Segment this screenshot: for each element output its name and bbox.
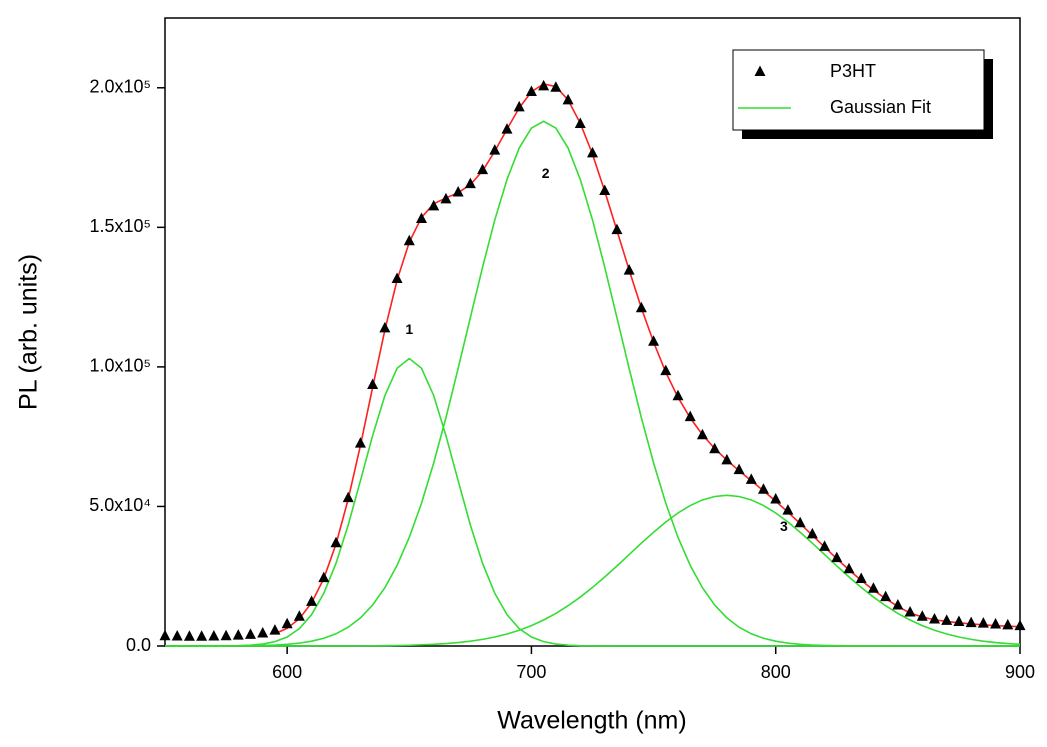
data-point <box>733 463 745 475</box>
data-point <box>293 610 305 621</box>
data-point <box>1014 619 1026 631</box>
legend-label: Gaussian Fit <box>830 97 931 117</box>
data-point <box>367 378 379 390</box>
data-point <box>391 272 403 283</box>
data-point <box>684 410 696 422</box>
data-point <box>745 473 757 484</box>
data-point <box>819 540 831 551</box>
data-point <box>990 618 1002 629</box>
data-point <box>696 428 708 440</box>
data-point <box>428 199 440 211</box>
data-point <box>770 492 782 504</box>
data-point <box>354 437 366 448</box>
data-point <box>831 551 843 563</box>
data-point <box>269 624 281 635</box>
data-point <box>171 630 183 641</box>
data-point <box>782 504 794 515</box>
data-point <box>709 442 721 454</box>
data-point <box>232 629 244 640</box>
y-axis-title: PL (arb. units) <box>15 254 43 410</box>
legend-box <box>732 49 985 131</box>
data-point <box>867 582 879 593</box>
data-point <box>501 123 513 134</box>
x-tick-label: 900 <box>1005 662 1035 682</box>
fit-line <box>165 120 1020 647</box>
data-point <box>452 185 464 197</box>
data-point <box>416 212 427 223</box>
x-axis-title: Wavelength (nm) <box>497 707 686 735</box>
data-point <box>880 590 892 602</box>
data-point <box>220 629 232 641</box>
data-point <box>587 146 598 158</box>
data-point <box>672 389 684 401</box>
legend: P3HT Gaussian Fit <box>732 49 993 139</box>
peak-label: 1 <box>405 321 413 337</box>
data-point <box>794 516 806 528</box>
data-point <box>464 177 476 189</box>
data-point <box>208 630 220 641</box>
data-point <box>929 612 940 624</box>
data-point <box>306 595 318 606</box>
data-point <box>196 630 208 641</box>
data-point <box>965 616 977 628</box>
data-point <box>892 599 904 610</box>
data-point <box>977 617 989 628</box>
data-point <box>330 536 342 548</box>
data-point <box>183 630 195 641</box>
data-point <box>916 610 928 621</box>
data-point <box>513 100 525 112</box>
data-point <box>159 629 171 641</box>
data-point <box>758 483 769 494</box>
y-tick-label: 1.5x10⁵ <box>89 216 151 236</box>
data-point <box>538 79 550 91</box>
y-tick-label: 1.0x10⁵ <box>89 356 151 376</box>
fit-line <box>165 494 1021 647</box>
data-point <box>904 606 916 617</box>
data-point <box>257 626 269 638</box>
data-point <box>843 562 855 574</box>
data-point <box>245 628 256 639</box>
data-point <box>440 192 452 204</box>
data-point <box>525 85 537 96</box>
data-point <box>477 163 489 175</box>
legend-label: P3HT <box>830 61 876 81</box>
peak-label: 2 <box>542 165 550 181</box>
y-tick-label: 5.0x10⁴ <box>89 495 151 515</box>
x-tick-label: 600 <box>272 662 302 682</box>
data-point <box>489 144 501 155</box>
peak-label: 3 <box>780 518 788 534</box>
data-point <box>855 572 867 584</box>
data-point <box>550 81 562 92</box>
y-tick-label: 2.0x10⁵ <box>89 77 151 97</box>
data-point <box>611 223 623 235</box>
data-point <box>941 614 953 625</box>
data-point <box>403 234 415 246</box>
data-point <box>953 615 965 626</box>
data-point <box>379 321 391 333</box>
data-point <box>648 335 660 346</box>
data-point <box>623 264 635 275</box>
data-point <box>281 617 293 629</box>
data-point <box>342 491 354 503</box>
data-point <box>574 117 586 129</box>
data-point <box>1002 618 1014 630</box>
data-point <box>806 527 818 539</box>
data-point <box>318 571 330 583</box>
legend-symbol <box>754 65 766 76</box>
y-tick-label: 0.0 <box>126 635 151 655</box>
data-point <box>660 364 672 376</box>
data-point <box>599 184 611 196</box>
data-point <box>562 93 574 105</box>
x-tick-label: 800 <box>761 662 791 682</box>
data-point <box>635 301 647 313</box>
x-tick-label: 700 <box>516 662 546 682</box>
data-point <box>721 453 733 465</box>
